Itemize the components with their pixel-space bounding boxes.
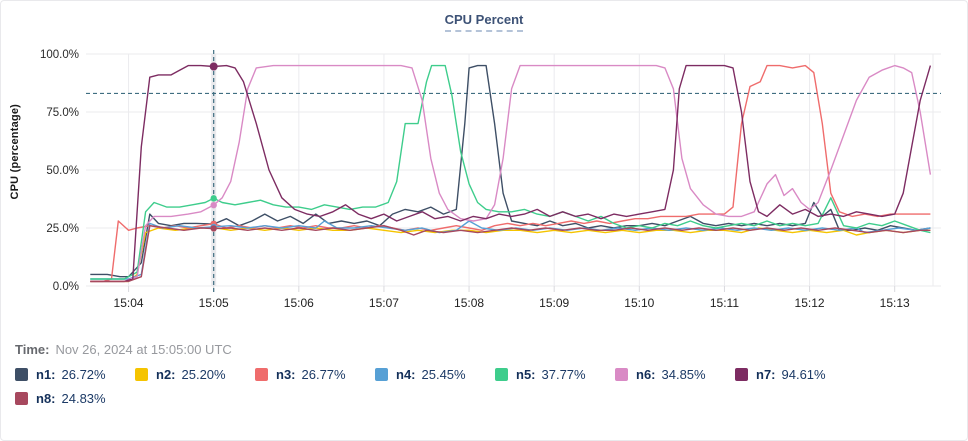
legend-item-n4[interactable]: n4: 25.45% <box>375 367 495 382</box>
legend-name-n5: n5: <box>516 367 536 382</box>
x-tick-label: 15:09 <box>539 296 569 310</box>
legend-name-n2: n2: <box>156 367 176 382</box>
legend-swatch-n2 <box>135 368 148 381</box>
legend-value-n1: 26.72% <box>61 367 106 382</box>
legend-item-n8[interactable]: n8: 24.83% <box>15 391 135 406</box>
legend-item-n1[interactable]: n1: 26.72% <box>15 367 135 382</box>
cursor-dot-n8 <box>210 225 217 232</box>
series-line-n5[interactable] <box>90 64 931 280</box>
x-tick-label: 15:04 <box>114 296 144 310</box>
legend-name-n3: n3: <box>276 367 296 382</box>
series-line-n7[interactable] <box>90 64 932 283</box>
cpu-line-chart[interactable]: 0.0% 25.0% 50.0% 75.0% 100.0% 15:04 15:05 15:06… <box>1 37 968 315</box>
legend-item-n3[interactable]: n3: 26.77% <box>255 367 375 382</box>
time-label: Time: <box>15 342 50 357</box>
legend-swatch-n3 <box>255 368 268 381</box>
y-tick-label: 100.0% <box>40 49 79 61</box>
x-tick-label: 15:12 <box>795 296 825 310</box>
cursor-dot-n6 <box>210 201 217 209</box>
legend-value-n8: 24.83% <box>61 391 106 406</box>
x-tick-label: 15:10 <box>624 296 654 310</box>
chart-legend: n1: 26.72% n2: 25.20% n3: 26.77% n4: 25.45% n5: 3… <box>15 367 955 406</box>
cursor-dot-n7 <box>209 62 218 71</box>
legend-swatch-n5 <box>495 368 508 381</box>
x-tick-label: 15:06 <box>284 296 314 310</box>
series-line-n1[interactable] <box>90 64 931 278</box>
x-tick-label: 15:05 <box>199 296 229 310</box>
series-line-n6[interactable] <box>90 64 932 283</box>
y-tick-label: 75.0% <box>46 107 79 119</box>
legend-swatch-n1 <box>15 368 28 381</box>
legend-name-n8: n8: <box>36 391 56 406</box>
cursor-time-row: Time: Nov 26, 2024 at 15:05:00 UTC <box>15 342 232 357</box>
legend-value-n4: 25.45% <box>421 367 466 382</box>
chart-title[interactable]: CPU Percent <box>444 12 524 32</box>
legend-value-n6: 34.85% <box>661 367 706 382</box>
y-tick-label: 50.0% <box>46 165 79 177</box>
legend-item-n2[interactable]: n2: 25.20% <box>135 367 255 382</box>
legend-name-n4: n4: <box>396 367 416 382</box>
x-tick-label: 15:13 <box>880 296 910 310</box>
y-tick-label: 25.0% <box>46 223 79 235</box>
legend-value-n5: 37.77% <box>541 367 586 382</box>
legend-value-n2: 25.20% <box>181 367 226 382</box>
legend-value-n7: 94.61% <box>781 367 826 382</box>
y-tick-label: 0.0% <box>53 281 79 293</box>
chart-title-row: CPU Percent <box>1 11 967 32</box>
series-line-n8[interactable] <box>90 224 931 283</box>
time-value: Nov 26, 2024 at 15:05:00 UTC <box>55 342 232 357</box>
legend-value-n3: 26.77% <box>301 367 346 382</box>
legend-swatch-n4 <box>375 368 388 381</box>
x-tick-label: 15:08 <box>454 296 484 310</box>
x-tick-label: 15:07 <box>369 296 399 310</box>
legend-item-n6[interactable]: n6: 34.85% <box>615 367 735 382</box>
legend-swatch-n6 <box>615 368 628 381</box>
legend-name-n7: n7: <box>756 367 776 382</box>
x-tick-label: 15:11 <box>710 296 739 310</box>
legend-item-n5[interactable]: n5: 37.77% <box>495 367 615 382</box>
legend-item-n7[interactable]: n7: 94.61% <box>735 367 855 382</box>
cursor-dot-n5 <box>210 195 217 202</box>
legend-swatch-n7 <box>735 368 748 381</box>
legend-name-n6: n6: <box>636 367 656 382</box>
legend-swatch-n8 <box>15 392 28 405</box>
series-line-n2[interactable] <box>90 226 931 283</box>
legend-name-n1: n1: <box>36 367 56 382</box>
